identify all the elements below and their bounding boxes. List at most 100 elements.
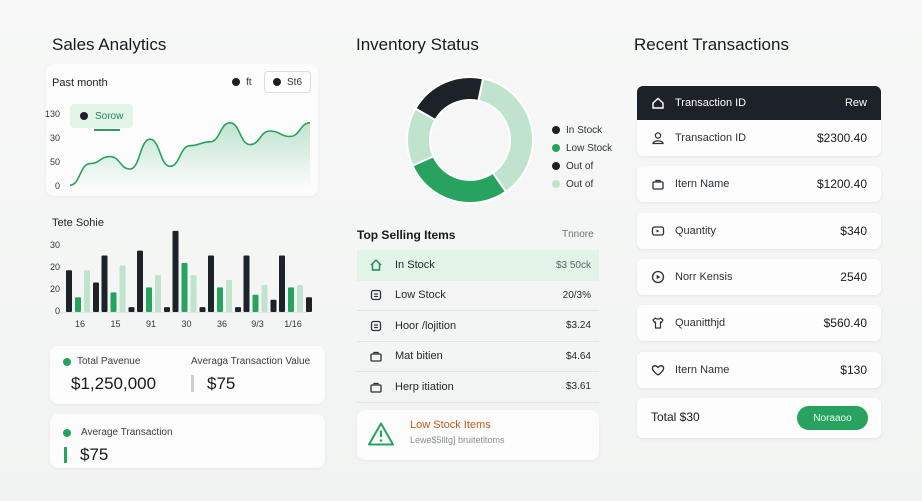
- box-icon: [369, 288, 383, 302]
- x-tick-label: 36: [217, 319, 227, 329]
- transaction-row[interactable]: Itern Name $130: [637, 352, 881, 388]
- row-label: Itern Name: [675, 364, 730, 376]
- person-icon: [651, 131, 665, 145]
- x-tick-label: 30: [181, 319, 191, 329]
- top-selling-more[interactable]: Tnnore: [562, 229, 594, 240]
- x-tick-label: 16: [75, 319, 85, 329]
- bar-chart-title: Tete Sohie: [52, 217, 104, 229]
- legend-label: Out of: [566, 160, 594, 172]
- y-tick: 20: [49, 262, 60, 272]
- top-selling-table: In Stock $3 50ck Low Stock 20/3% Hoor /l…: [357, 250, 599, 403]
- bar-mark: [226, 280, 232, 312]
- item-value: $3 50ck: [555, 259, 591, 271]
- bar-mark: [252, 294, 259, 312]
- legend-swatch-icon: [552, 180, 560, 188]
- legend-label: Out of: [566, 178, 594, 190]
- line-chart: [69, 122, 311, 188]
- bag-icon: [369, 349, 383, 363]
- total-action-button[interactable]: Noraaoo: [797, 406, 868, 430]
- donut-slice: [477, 77, 534, 194]
- low-stock-alert[interactable]: Low Stock Items Lewe$5lltg] bruitetltoms: [357, 410, 599, 460]
- row-label: Itern Name: [675, 178, 730, 190]
- recent-transactions-title: Recent Transactions: [634, 35, 789, 54]
- row-label: Transaction ID: [675, 132, 747, 144]
- y-tick: 50: [49, 157, 60, 167]
- list-item[interactable]: Herp itiation $3.61: [357, 372, 599, 403]
- row-value: $1200.40: [816, 177, 867, 191]
- x-tick-label: 9/3: [251, 319, 264, 329]
- bar-mark: [119, 265, 126, 312]
- bar-mark: [101, 255, 108, 312]
- bar-chart: 16 15 91 30 36 9/3 1/16: [60, 230, 312, 329]
- transactions-header: Transaction ID Rew: [637, 86, 881, 120]
- bar-mark: [66, 270, 72, 312]
- bar-mark: [93, 282, 99, 312]
- total-revenue-label: Total Pavenue: [77, 356, 141, 367]
- bar-mark: [190, 275, 197, 312]
- total-revenue-value: $1,250,000: [71, 374, 157, 393]
- bar-mark: [146, 287, 152, 312]
- bar-mark: [199, 307, 206, 312]
- line-chart-card: Past month ft St6 130 30 50 0 Sorow: [45, 64, 318, 196]
- inventory-status-title: Inventory Status: [356, 35, 479, 54]
- donut-slice: [414, 76, 485, 122]
- top-selling-title: Top Selling Items: [357, 228, 456, 242]
- avg-transaction-card: Average Transaction $75: [50, 414, 325, 468]
- bar-mark: [137, 250, 143, 312]
- warning-icon: [367, 421, 395, 452]
- row-label: Norr Kensis: [675, 271, 733, 283]
- bar-mark: [270, 299, 277, 312]
- row-label: Quantity: [675, 225, 716, 237]
- tag-icon: [651, 224, 665, 238]
- transaction-row[interactable]: Transaction ID $2300.40: [637, 120, 881, 156]
- item-value: 20/3%: [562, 289, 591, 301]
- list-item[interactable]: In Stock $3 50ck: [357, 250, 599, 281]
- header-right-label[interactable]: Rew: [844, 97, 867, 109]
- legend-swatch-icon: [552, 144, 560, 152]
- bar-mark: [164, 307, 170, 312]
- divider-bar: [191, 375, 194, 392]
- legend-row: Out of: [552, 157, 612, 175]
- list-item[interactable]: Low Stock 20/3%: [357, 281, 599, 311]
- legend-item-ft[interactable]: ft: [224, 71, 260, 93]
- bar-mark: [155, 275, 161, 312]
- series-underline: [94, 129, 120, 131]
- bar-mark: [279, 255, 285, 312]
- bar-mark: [288, 287, 294, 312]
- transactions-total: Total $30 Noraaoo: [637, 398, 881, 438]
- y-tick: 130: [44, 109, 60, 119]
- bar-mark: [75, 297, 81, 312]
- transaction-row[interactable]: Norr Kensis 2540: [637, 259, 881, 295]
- transaction-row[interactable]: Quanitthjd $560.40: [637, 305, 881, 341]
- inventory-donut: [406, 76, 534, 204]
- row-value: $130: [840, 363, 867, 377]
- transaction-row[interactable]: Quantity $340: [637, 213, 881, 249]
- legend-label: In Stock: [566, 124, 603, 136]
- avg-transaction-value: $75: [80, 445, 109, 464]
- legend-label: St6: [287, 76, 303, 88]
- x-tick-label: 15: [110, 319, 120, 329]
- home-icon: [369, 258, 383, 272]
- series-tag-label: Sorow: [95, 110, 124, 122]
- list-item[interactable]: Hoor /lojition $3.24: [357, 311, 599, 342]
- legend-item-st6[interactable]: St6: [264, 71, 312, 93]
- list-item[interactable]: Mat bitien $4.64: [357, 342, 599, 372]
- play-circle-icon: [651, 270, 665, 284]
- heart-icon: [651, 363, 665, 377]
- bar-mark: [208, 255, 214, 312]
- period-label: Past month: [52, 77, 108, 89]
- line-series-sorow: [69, 122, 311, 187]
- header-label: Transaction ID: [675, 97, 747, 109]
- transaction-row[interactable]: Itern Name $1200.40: [637, 166, 881, 202]
- y-tick: 20: [49, 284, 60, 294]
- series-tag[interactable]: Sorow: [70, 104, 134, 131]
- item-name: Herp itiation: [395, 380, 454, 393]
- revenue-dot-icon: [63, 358, 71, 366]
- total-label: Total $30: [651, 410, 700, 424]
- sales-analytics-title: Sales Analytics: [52, 35, 167, 54]
- legend-swatch-icon: [552, 126, 560, 134]
- box-icon: [369, 319, 383, 333]
- item-name: Mat bitien: [395, 350, 443, 363]
- legend-row: In Stock: [552, 121, 612, 139]
